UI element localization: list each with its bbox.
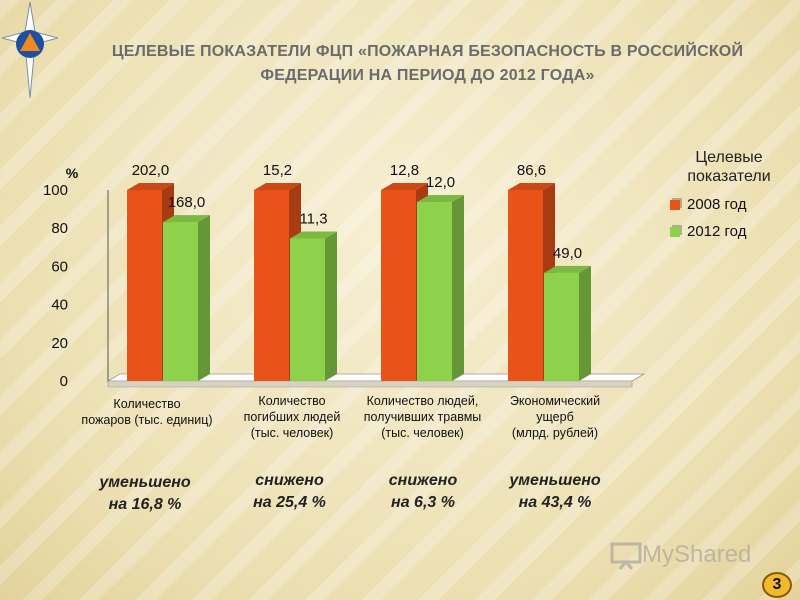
- category-label-injuries: Количество людей, получивших травмы (тыс…: [345, 393, 500, 441]
- category-label-line: получивших травмы: [363, 410, 482, 424]
- bar-top: [381, 183, 428, 190]
- reduction-note-fires: уменьшено на 16,8 %: [75, 472, 215, 516]
- title-line-2: ФЕДЕРАЦИИ НА ПЕРИОД ДО 2012 ГОДА»: [260, 67, 595, 84]
- legend-swatch-2012: [670, 226, 680, 237]
- reduction-note-line: на 16,8 %: [108, 496, 182, 513]
- bar: [290, 238, 325, 381]
- data-label: 168,0: [168, 194, 206, 211]
- data-label: 15,2: [263, 162, 292, 179]
- legend-item-2008: 2008 год: [670, 196, 800, 213]
- bar: [381, 190, 416, 381]
- legend-label-2008: 2008 год: [687, 196, 747, 213]
- category-label-line: Экономический: [509, 394, 601, 408]
- category-label-line: Количество: [258, 394, 326, 408]
- bar-top: [127, 183, 174, 190]
- bar-top: [254, 183, 301, 190]
- page-number-badge: 3: [762, 572, 792, 598]
- y-tick-label: 80: [51, 220, 68, 237]
- reduction-note-line: на 43,4 %: [518, 494, 592, 511]
- category-label-line: погибших людей: [243, 410, 341, 424]
- bar-side: [579, 265, 591, 381]
- presentation-board-icon: [610, 542, 642, 570]
- bar: [163, 222, 198, 381]
- category-label-deaths: Количество погибших людей (тыс. человек): [222, 393, 362, 441]
- page-title: ЦЕЛЕВЫЕ ПОКАЗАТЕЛИ ФЦП «ПОЖАРНАЯ БЕЗОПАС…: [95, 40, 760, 88]
- legend-swatch-2008: [670, 199, 680, 210]
- reduction-note-line: уменьшено: [509, 472, 601, 489]
- chart-floor-edge: [107, 380, 633, 388]
- data-label: 12,0: [426, 174, 455, 191]
- category-label-fires: Количество пожаров (тыс. единиц): [62, 396, 232, 428]
- bar: [127, 190, 162, 381]
- category-label-line: (тыс. человек): [250, 426, 334, 440]
- bar: [417, 202, 452, 381]
- bar-side: [325, 231, 337, 381]
- legend-label-2012: 2012 год: [687, 223, 747, 240]
- mchs-emblem-icon: [2, 2, 58, 98]
- bar-side: [198, 215, 210, 381]
- reduction-note-line: снижено: [255, 472, 324, 489]
- reduction-note-injuries: снижено на 6,3 %: [358, 470, 488, 514]
- category-label-line: (тыс. человек): [381, 426, 464, 440]
- data-label: 11,3: [299, 211, 327, 228]
- y-tick-label: 40: [51, 297, 68, 314]
- bar-top: [290, 231, 337, 239]
- bar: [508, 190, 543, 381]
- reduction-note-deaths: снижено на 25,4 %: [222, 470, 357, 514]
- category-label-damage: Экономический ущерб (млрд. рублей): [485, 393, 625, 441]
- bar-top: [163, 215, 210, 223]
- watermark: MyShared: [610, 540, 751, 570]
- reduction-note-line: снижено: [388, 472, 458, 489]
- category-label-line: Количество людей,: [366, 394, 479, 408]
- reduction-note-line: уменьшено: [99, 474, 191, 491]
- reduction-note-line: на 25,4 %: [253, 494, 326, 511]
- watermark-text: MyShared: [642, 541, 752, 568]
- data-label: 49,0: [553, 245, 582, 262]
- category-label-line: Количество: [113, 397, 181, 411]
- bar-top: [417, 195, 464, 203]
- reduction-note-damage: уменьшено на 43,4 %: [485, 470, 625, 514]
- legend-title: Целевые показатели: [687, 149, 771, 185]
- title-line-1: ЦЕЛЕВЫЕ ПОКАЗАТЕЛИ ФЦП «ПОЖАРНАЯ БЕЗОПАС…: [111, 43, 744, 60]
- category-label-line: пожаров (тыс. единиц): [81, 413, 213, 427]
- y-tick-label: 20: [51, 335, 68, 352]
- bar-top: [508, 183, 555, 190]
- category-label-line: (млрд. рублей): [511, 426, 599, 440]
- data-label: 12,8: [390, 162, 419, 179]
- y-tick-label: 60: [51, 258, 68, 275]
- data-label: 86,6: [517, 162, 546, 179]
- bar: [254, 190, 289, 381]
- bar-top: [544, 265, 591, 273]
- bar-side: [452, 195, 464, 381]
- y-tick-label: 0: [60, 373, 68, 390]
- legend: Целевые показатели 2008 год 2012 год: [670, 148, 800, 240]
- legend-item-2012: 2012 год: [670, 223, 800, 240]
- y-tick-label: 100: [43, 182, 68, 199]
- y-axis-label: %: [66, 165, 79, 181]
- bar: [544, 272, 579, 381]
- reduction-note-line: на 6,3 %: [391, 494, 455, 511]
- data-label: 202,0: [132, 162, 170, 179]
- category-label-line: ущерб: [536, 410, 574, 424]
